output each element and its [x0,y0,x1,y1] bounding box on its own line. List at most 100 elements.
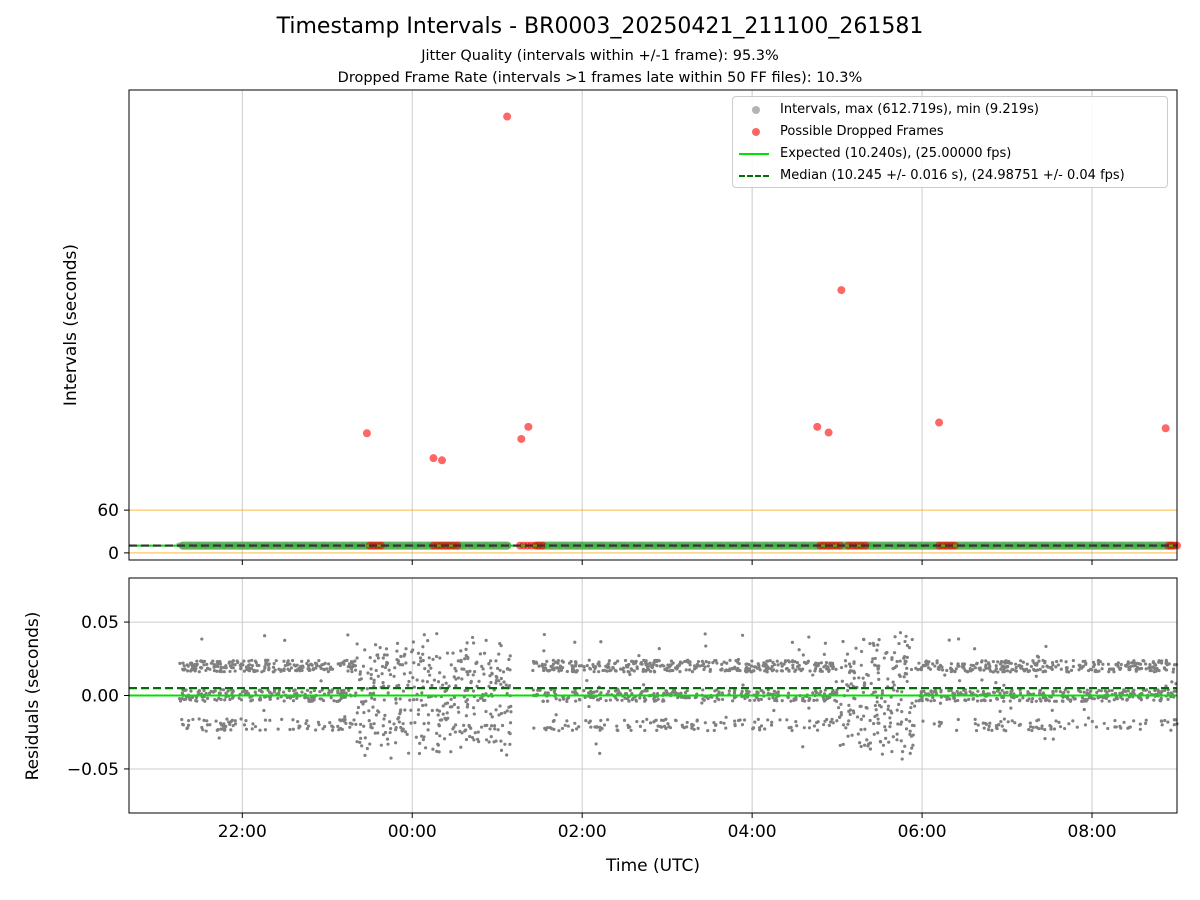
residual-point [490,671,494,675]
residual-point [218,669,222,674]
residual-point [876,667,880,671]
residual-point [918,667,923,671]
residual-point [869,681,873,686]
residual-point [643,699,647,703]
residual-point [508,721,513,725]
residual-point [550,664,554,668]
residual-point [850,733,854,737]
residual-point [305,688,310,692]
residual-point [587,704,591,709]
residual-point [420,691,424,695]
residual-point [369,722,373,726]
residual-point [598,725,602,729]
residual-point [1144,662,1148,666]
residual-point [476,698,480,703]
residual-point [844,726,848,730]
residual-point [1083,723,1088,727]
residual-point [802,660,807,664]
residual-point [905,666,909,670]
residual-point [545,659,549,663]
residual-point [759,724,764,728]
residual-point [1143,688,1148,692]
residual-point [1130,661,1134,665]
residual-point [859,663,863,667]
residual-point [908,711,912,715]
residual-point [1058,725,1063,729]
residual-point [563,723,567,727]
residual-point [255,663,259,668]
residual-point [895,708,899,712]
residual-point [767,697,771,701]
residual-point [567,695,571,700]
residual-point [239,698,244,702]
residual-point [557,669,561,673]
residual-point [677,662,681,667]
residual-point [585,678,589,683]
residual-point [348,721,352,725]
residual-point [574,660,578,665]
residual-point [488,674,492,678]
intervals-y-tick-label: 60 [97,501,119,521]
residual-point [459,745,463,749]
residual-point [607,659,611,663]
residual-point [317,723,321,727]
residual-point [381,684,386,688]
residual-point [476,737,480,741]
residual-point [454,723,458,727]
residual-point [312,689,317,693]
residual-point [908,751,912,755]
residual-point [971,663,975,668]
legend-item-expected: Expected (10.240s), (25.00000 fps) [733,144,1167,164]
residual-point [707,661,711,665]
residual-point [505,709,509,713]
residual-point [756,662,760,666]
residual-point [1066,690,1070,694]
residual-point [1002,691,1007,695]
residual-point [1164,658,1168,662]
residual-point [250,658,254,662]
residual-point [645,717,649,722]
residual-point [355,656,359,660]
residual-point [188,661,193,665]
residual-point [435,731,439,735]
residual-point [250,663,255,668]
residual-point [268,690,272,694]
residual-point [654,718,658,722]
residual-point [208,667,212,671]
residual-point [300,668,304,672]
residual-point [438,718,442,722]
residual-point [642,683,646,687]
residual-point [973,717,977,721]
residual-point [868,718,872,723]
residual-point [940,668,945,672]
residual-point [891,735,895,739]
residual-point [369,672,373,677]
residual-point [358,670,362,674]
residual-point [359,700,364,704]
residual-point [803,699,807,703]
residual-point [948,697,952,701]
residual-point [685,720,689,725]
residual-point [437,750,441,754]
residual-point [1174,689,1178,693]
residual-point [943,673,947,677]
residual-point [430,708,434,713]
residual-point [953,669,957,674]
residual-point [881,743,886,747]
residual-point [904,659,908,664]
residual-point [499,682,503,686]
residual-point [1136,666,1140,670]
residual-point [1017,664,1021,668]
residual-point [443,716,447,720]
residual-point [429,666,433,670]
residual-point [493,727,497,731]
residual-point [668,669,672,673]
residual-point [844,664,848,668]
residual-point [494,674,498,679]
residual-point [421,658,425,663]
residual-point [900,710,904,714]
residual-point [408,671,412,675]
residual-point [998,691,1002,695]
residual-point [228,722,232,727]
residual-point [637,654,641,658]
